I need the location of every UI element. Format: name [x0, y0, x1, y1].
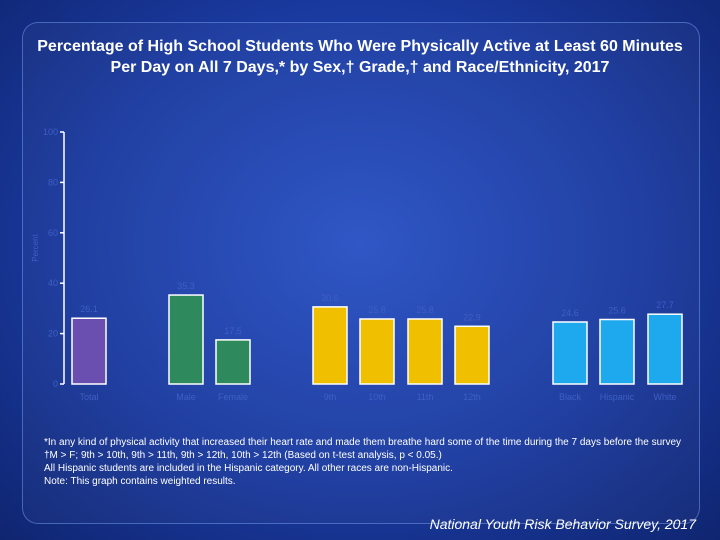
- bar-10th: [359, 318, 395, 385]
- data-label: 27.7: [656, 300, 674, 310]
- chart-labels: 26.1 Total 35.3 Male 17.5 Female 30.6 9th 25.8 10…: [79, 281, 676, 402]
- y-tick-label: 40: [48, 278, 58, 288]
- chart-axes: 0 20 40 60 80 100 Percent: [31, 127, 65, 389]
- data-label: 26.1: [80, 304, 98, 314]
- bar-black: [552, 321, 588, 385]
- x-tick-label: Female: [218, 392, 248, 402]
- data-label: 22.9: [463, 312, 481, 322]
- bar-female: [215, 339, 251, 385]
- footnote-4: Note: This graph contains weighted resul…: [44, 476, 236, 487]
- bar-white: [647, 313, 683, 385]
- bar-9th: [312, 306, 348, 385]
- footnotes: *In any kind of physical activity that i…: [44, 436, 684, 488]
- y-tick-label: 80: [48, 177, 58, 187]
- bar-11th: [407, 318, 443, 385]
- data-label: 25.8: [368, 305, 386, 315]
- bar-hispanic: [599, 318, 635, 385]
- slide-panel: [22, 22, 700, 524]
- y-tick-label: 0: [53, 379, 58, 389]
- data-label: 30.6: [321, 293, 339, 303]
- bar-total: [71, 317, 107, 385]
- y-axis-title: Percent: [31, 233, 40, 261]
- chart-bars: [71, 294, 683, 385]
- x-tick-label: Total: [79, 392, 98, 402]
- y-tick-label: 60: [48, 228, 58, 238]
- bar-male: [168, 294, 204, 385]
- data-label: 17.5: [224, 326, 242, 336]
- data-label: 35.3: [177, 281, 195, 291]
- data-label: 25.6: [608, 305, 626, 315]
- source-citation: National Youth Risk Behavior Survey, 201…: [429, 516, 696, 532]
- x-tick-label: 9th: [324, 392, 337, 402]
- data-label: 24.6: [561, 308, 579, 318]
- bar-chart: 0 20 40 60 80 100 Percent 26.1 Total 35.3 Male 17.…: [31, 127, 683, 402]
- footnote-2: †M > F; 9th > 10th, 9th > 11th, 9th > 12…: [44, 450, 442, 461]
- footnote-1: *In any kind of physical activity that i…: [44, 437, 682, 448]
- x-tick-label: Black: [559, 392, 582, 402]
- data-label: 25.8: [416, 305, 434, 315]
- chart-title: Percentage of High School Students Who W…: [37, 38, 683, 76]
- x-tick-label: 10th: [368, 392, 386, 402]
- y-tick-label: 100: [43, 127, 58, 137]
- x-tick-label: 12th: [463, 392, 481, 402]
- x-tick-label: White: [653, 392, 676, 402]
- bar-12th: [454, 325, 490, 385]
- footnote-3: All Hispanic students are included in th…: [44, 463, 453, 474]
- y-tick-label: 20: [48, 329, 58, 339]
- x-tick-label: Hispanic: [600, 392, 635, 402]
- x-tick-label: 11th: [417, 392, 434, 402]
- x-tick-label: Male: [176, 392, 196, 402]
